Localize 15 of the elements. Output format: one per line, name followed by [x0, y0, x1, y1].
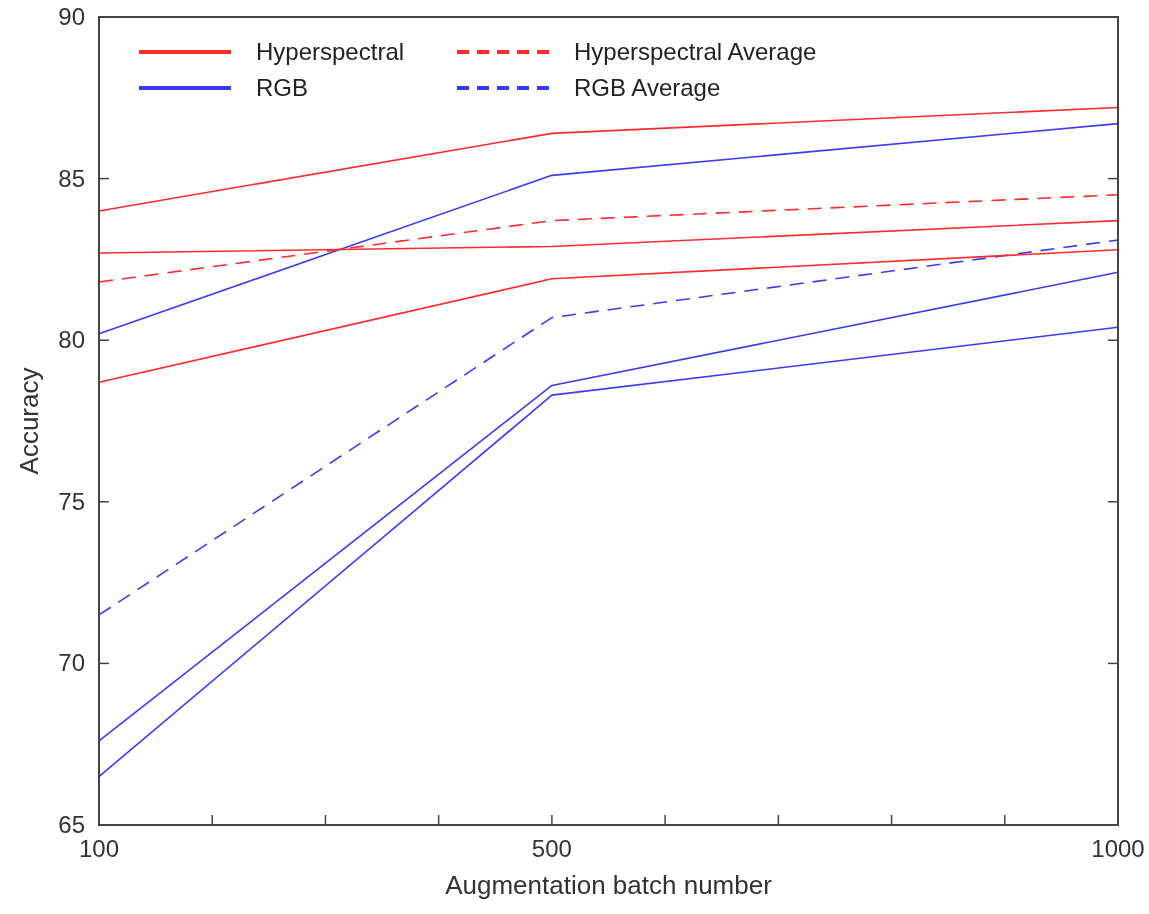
x-tick-label: 100: [78, 835, 120, 862]
x-axis-title: Augmentation batch number: [445, 870, 773, 900]
legend-label: Hyperspectral Average: [574, 38, 817, 65]
y-tick-label: 75: [58, 487, 85, 515]
x-tick-label: 500: [531, 835, 572, 862]
y-axis-title: Accuracy: [14, 367, 44, 475]
y-tick-label: 80: [58, 326, 85, 354]
y-tick-label: 90: [58, 3, 85, 30]
legend-label: RGB: [256, 74, 309, 101]
legend-label: RGB Average: [574, 74, 721, 101]
x-tick-label: 1000: [1091, 835, 1145, 862]
y-tick-label: 65: [58, 811, 85, 838]
y-tick-label: 70: [58, 649, 85, 677]
legend-label: Hyperspectral: [256, 38, 405, 65]
y-tick-label: 85: [58, 164, 85, 192]
